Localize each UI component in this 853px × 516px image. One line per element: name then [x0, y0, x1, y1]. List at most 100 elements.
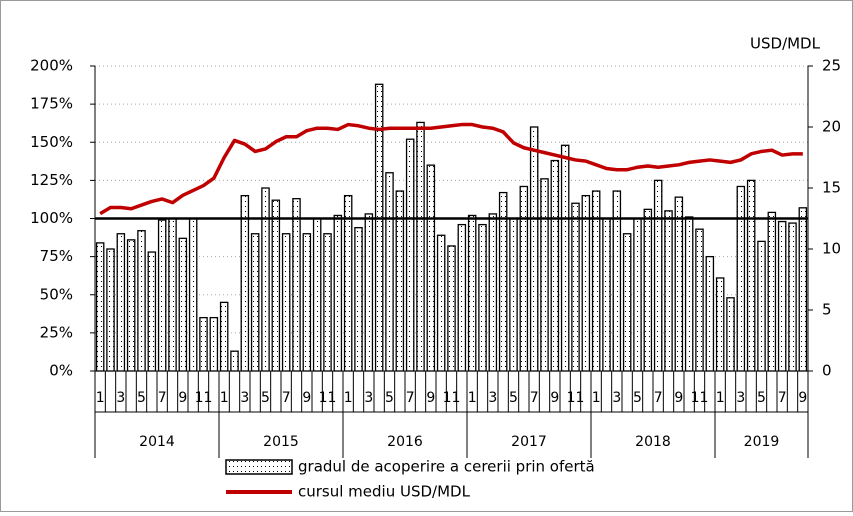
x-tick-label: 9 [550, 390, 559, 406]
x-tick-label: 5 [137, 390, 146, 406]
x-tick-label: 11 [691, 390, 709, 406]
bar [157, 219, 167, 372]
bar [230, 350, 239, 372]
x-tick-label: 9 [798, 390, 807, 406]
y2-tick-label: 15 [822, 179, 841, 197]
bar [209, 316, 219, 372]
year-label: 2019 [744, 434, 780, 450]
x-tick-label: 5 [757, 390, 766, 406]
bar [240, 194, 250, 372]
bar [436, 234, 446, 372]
bar [488, 213, 498, 372]
x-tick-label: 1 [716, 390, 725, 406]
bar [447, 245, 456, 372]
bar [602, 217, 611, 372]
bar [571, 202, 580, 372]
bar [560, 144, 570, 372]
y-tick-label: 25% [40, 323, 73, 341]
bar [767, 211, 777, 372]
x-tick-label: 7 [530, 390, 539, 406]
bar [695, 228, 704, 372]
x-tick-label: 11 [195, 390, 213, 406]
bar [416, 121, 425, 372]
y-tick-label: 50% [40, 285, 73, 303]
y-tick-label: 100% [30, 209, 73, 227]
y2-tick-label: 10 [822, 240, 841, 258]
y-tick-label: 150% [30, 133, 73, 151]
bar [261, 187, 270, 372]
bar [777, 220, 787, 372]
bar [188, 217, 198, 372]
legend-label: gradul de acoperire a cererii prin ofert… [298, 458, 595, 476]
bar [354, 226, 363, 372]
bar [788, 222, 797, 372]
x-tick-label: 7 [406, 390, 415, 406]
bar [364, 213, 374, 372]
bar [271, 199, 281, 372]
year-label: 2018 [635, 434, 671, 450]
y2-tick-label: 20 [822, 118, 841, 136]
x-tick-label: 11 [567, 390, 585, 406]
bar [312, 217, 322, 372]
y-tick-label: 200% [30, 57, 73, 75]
bar [540, 178, 549, 372]
bar [281, 233, 291, 372]
bar [405, 138, 415, 372]
x-tick-label: 1 [344, 390, 353, 406]
legend-swatch [225, 459, 293, 475]
bar [746, 179, 756, 372]
bar [333, 214, 343, 372]
bar [664, 210, 673, 372]
y2-tick-label: 0 [822, 362, 832, 380]
bar [343, 194, 353, 372]
x-tick-label: 9 [302, 390, 311, 406]
bar [643, 208, 653, 372]
x-tick-label: 3 [364, 390, 373, 406]
y-tick-label: 125% [30, 171, 73, 189]
x-tick-label: 7 [778, 390, 787, 406]
x-tick-label: 1 [96, 390, 105, 406]
y-tick-label: 75% [40, 247, 73, 265]
bar [622, 233, 632, 372]
x-tick-label: 11 [319, 390, 337, 406]
bar [457, 223, 467, 372]
bar [137, 230, 146, 372]
bar [199, 316, 208, 372]
x-tick-label: 3 [240, 390, 249, 406]
bar [509, 217, 518, 372]
y-tick-label: 0% [49, 362, 73, 380]
x-tick-label: 5 [633, 390, 642, 406]
bar [674, 196, 684, 372]
bar [302, 233, 312, 372]
x-tick-label: 5 [509, 390, 518, 406]
bar [726, 297, 735, 372]
x-tick-label: 3 [116, 390, 125, 406]
bar [106, 248, 115, 372]
bar [147, 251, 157, 372]
x-tick-label: 7 [654, 390, 663, 406]
bar [219, 301, 229, 372]
bar [168, 217, 177, 372]
bar [757, 240, 766, 372]
bar [519, 185, 529, 372]
y2-tick-label: 5 [822, 301, 832, 319]
bar [715, 277, 725, 372]
x-tick-label: 11 [443, 390, 461, 406]
year-label: 2015 [263, 434, 299, 450]
bar [529, 126, 539, 372]
bar [653, 179, 663, 372]
bar [116, 233, 126, 372]
bar [705, 255, 715, 372]
x-tick-label: 3 [488, 390, 497, 406]
legend-label: cursul mediu USD/MDL [298, 483, 471, 501]
y-tick-label: 175% [30, 95, 73, 113]
x-tick-label: 9 [674, 390, 683, 406]
bar [478, 223, 487, 372]
bar [736, 185, 746, 372]
x-tick-label: 1 [220, 390, 229, 406]
bar [684, 216, 694, 372]
bar [550, 159, 560, 372]
x-tick-label: 1 [592, 390, 601, 406]
bar [250, 233, 260, 372]
